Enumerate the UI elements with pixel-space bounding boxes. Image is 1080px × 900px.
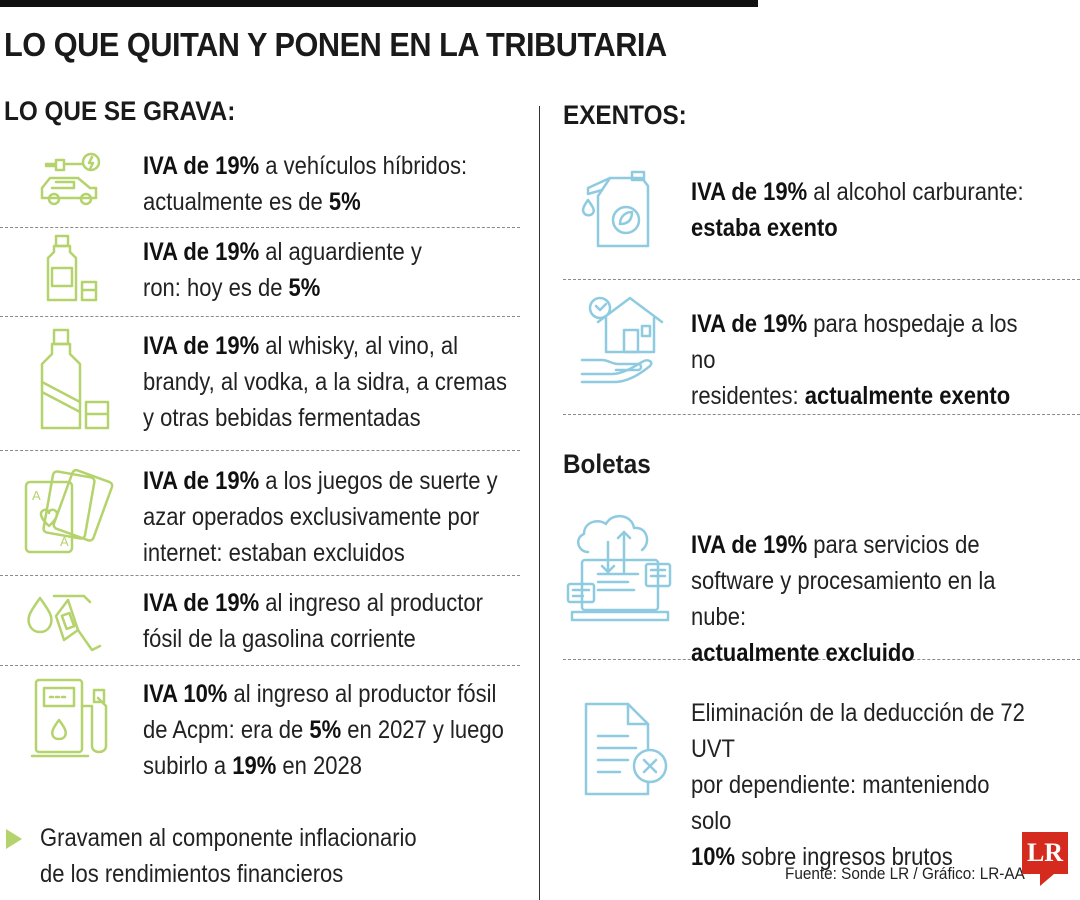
svg-text:A: A (60, 534, 69, 549)
whisky-bottle-icon (40, 328, 114, 432)
boletas-heading: Boletas (563, 449, 651, 479)
column-divider (539, 106, 540, 900)
hybrid-car-icon (36, 152, 106, 212)
svg-text:A: A (32, 488, 41, 503)
divider (563, 279, 1080, 280)
top-rule (0, 0, 758, 7)
divider (0, 227, 520, 228)
divider (0, 450, 520, 451)
right-item-4: Eliminación de la deducción de 72 UVT po… (691, 699, 1025, 871)
fuel-nozzle-icon (24, 586, 108, 660)
fuel-pump-icon (30, 676, 118, 764)
divider (0, 665, 520, 666)
page-title: LO QUE QUITAN Y PONEN EN LA TRIBUTARIA (4, 26, 667, 63)
divider (0, 575, 520, 576)
left-item-1: IVA de 19% a vehículos híbridos: actualm… (143, 152, 468, 216)
house-hand-icon (578, 294, 674, 386)
cloud-laptop-icon (566, 512, 678, 630)
divider (563, 414, 1080, 415)
triangle-bullet-icon (6, 829, 22, 849)
fuel-can-icon (580, 170, 660, 250)
left-item-2: IVA de 19% al aguardiente y ron: hoy es … (143, 238, 422, 302)
source-credit: Fuente: Sonde LR / Gráfico: LR-AA (785, 864, 1025, 883)
right-heading: EXENTOS: (563, 100, 687, 130)
right-item-2: IVA de 19% para hospedaje a los no resid… (691, 310, 1018, 410)
right-item-3: IVA de 19% para servicios de software y … (691, 531, 996, 667)
left-heading: LO QUE SE GRAVA: (4, 96, 236, 126)
right-item-1: IVA de 19% al alcohol carburante: estaba… (691, 178, 1024, 242)
left-item-3: IVA de 19% al whisky, al vino, al brandy… (143, 332, 507, 432)
logo-tail (1040, 874, 1054, 886)
lr-logo: LR (1022, 832, 1068, 874)
bullet-text: Gravamen al componente inflacionario de … (40, 824, 417, 888)
aguardiente-bottle-icon (40, 234, 102, 304)
left-item-4: IVA de 19% a los juegos de suerte y azar… (143, 467, 498, 567)
playing-cards-icon: A A (22, 468, 118, 560)
divider (0, 316, 520, 317)
divider (563, 659, 1080, 660)
left-item-5: IVA de 19% al ingreso al productor fósil… (143, 589, 483, 653)
document-x-icon (584, 702, 676, 798)
left-item-6: IVA 10% al ingreso al productor fósil de… (143, 680, 504, 780)
